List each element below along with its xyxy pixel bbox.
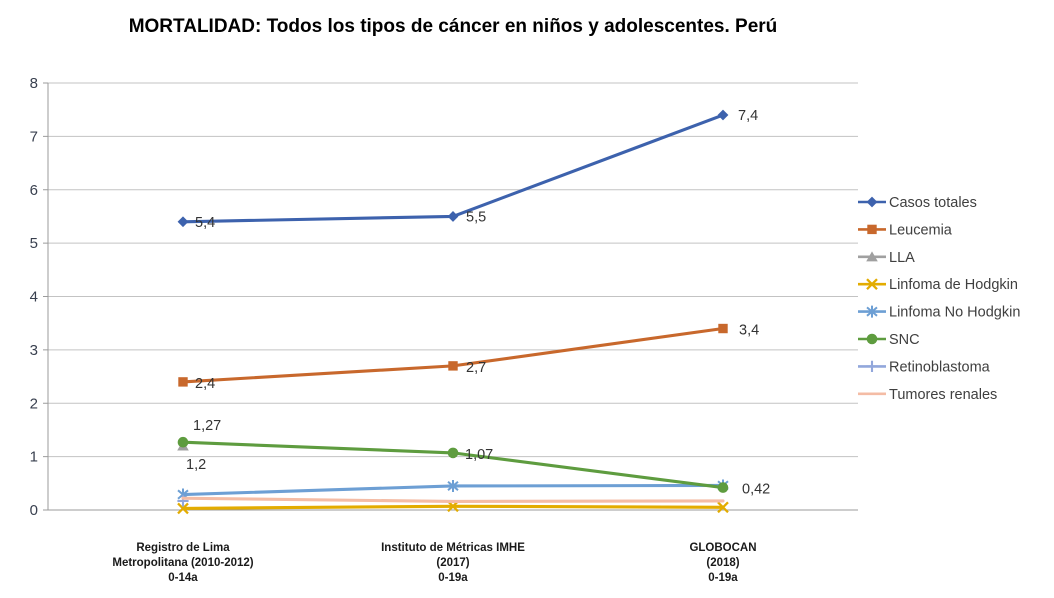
series-casos-totales: 5,4 5,5 7,4: [177, 108, 758, 231]
legend: Casos totales Leucemia LLA Linfoma de Hodgk…: [858, 195, 1020, 403]
data-label: 5,5: [466, 209, 486, 225]
square-marker: [718, 323, 728, 334]
legend-label: Linfoma de Hodgkin: [889, 277, 1018, 293]
data-label: 7,4: [738, 108, 758, 124]
y-axis-label: 2: [30, 395, 38, 412]
y-axis-label: 6: [30, 182, 38, 199]
series-line: [181, 496, 725, 504]
plus-marker: [866, 360, 878, 372]
asterisk-marker: [866, 305, 878, 318]
chart-title: MORTALIDAD: Todos los tipos de cáncer en…: [128, 16, 778, 37]
legend-item-snc: SNC: [858, 332, 920, 348]
diamond-marker: [866, 196, 878, 208]
data-label: 1,27: [193, 418, 221, 434]
legend-item-linfoma-de-hodgkin: Linfoma de Hodgkin: [858, 277, 1018, 293]
circle-marker: [866, 333, 878, 345]
circle-marker: [717, 482, 729, 493]
legend-label: LLA: [889, 250, 915, 266]
series-line: [181, 326, 725, 384]
diamond-marker: [177, 216, 189, 228]
data-label: 1,07: [465, 447, 493, 463]
x-axis-label: Registro de Lima Metropolitana (2010-2012…: [112, 542, 253, 584]
y-axis-label: 4: [30, 289, 38, 306]
data-label: 2,4: [195, 376, 215, 392]
y-axis-label: 7: [30, 128, 38, 145]
legend-item-tumores-renales: Tumores renales: [858, 387, 997, 403]
series-leucemia: 2,4 2,7 3,4: [178, 323, 759, 392]
data-label: 0,42: [742, 482, 770, 498]
circle-marker: [177, 436, 189, 448]
square-marker: [178, 377, 188, 387]
x-marker: [717, 501, 729, 514]
y-axis-label: 0: [30, 502, 38, 519]
x-axis-labels: Registro de Lima Metropolitana (2010-2012…: [112, 542, 756, 584]
asterisk-marker: [447, 479, 459, 492]
series-line: [181, 113, 725, 224]
legend-item-leucemia: Leucemia: [858, 222, 953, 238]
legend-label: Tumores renales: [889, 387, 997, 403]
x-axis-label: GLOBOCAN (2018) 0-19a: [689, 542, 756, 584]
diamond-marker: [717, 109, 729, 121]
square-marker: [448, 361, 458, 371]
circle-marker: [447, 447, 459, 459]
legend-item-linfoma-no-hodgkin: Linfoma No Hodgkin: [858, 305, 1020, 321]
data-label: 5,4: [195, 215, 215, 231]
data-label: 1,2: [186, 457, 206, 473]
legend-label: Casos totales: [889, 195, 977, 211]
series-linfoma-no-hodgkin: [177, 479, 729, 501]
triangle-marker: [866, 251, 878, 262]
square-marker: [867, 224, 877, 235]
legend-label: Leucemia: [889, 222, 953, 238]
legend-label: SNC: [889, 332, 920, 348]
x-marker: [866, 278, 878, 291]
data-label: 3,4: [739, 323, 759, 339]
legend-item-lla: LLA: [858, 250, 915, 266]
legend-item-retinoblastoma: Retinoblastoma: [858, 359, 991, 375]
legend-item-casos-totales: Casos totales: [858, 195, 977, 211]
legend-label: Retinoblastoma: [889, 359, 991, 375]
y-axis-label: 1: [30, 449, 38, 466]
y-axis-label: 5: [30, 235, 38, 252]
x-axis-label: Instituto de Métricas IMHE (2017) 0-19a: [381, 542, 525, 584]
series-tumores-renales: [181, 496, 725, 504]
x-marker: [177, 502, 189, 515]
series-snc: 1,27 1,07 0,42: [177, 418, 770, 498]
y-axis-label: 3: [30, 342, 38, 359]
series-linfoma-de-hodgkin: [177, 500, 729, 515]
diamond-marker: [447, 211, 459, 222]
data-label: 2,7: [466, 360, 486, 376]
legend-label: Linfoma No Hodgkin: [889, 305, 1020, 321]
y-axis-label: 8: [30, 75, 38, 92]
